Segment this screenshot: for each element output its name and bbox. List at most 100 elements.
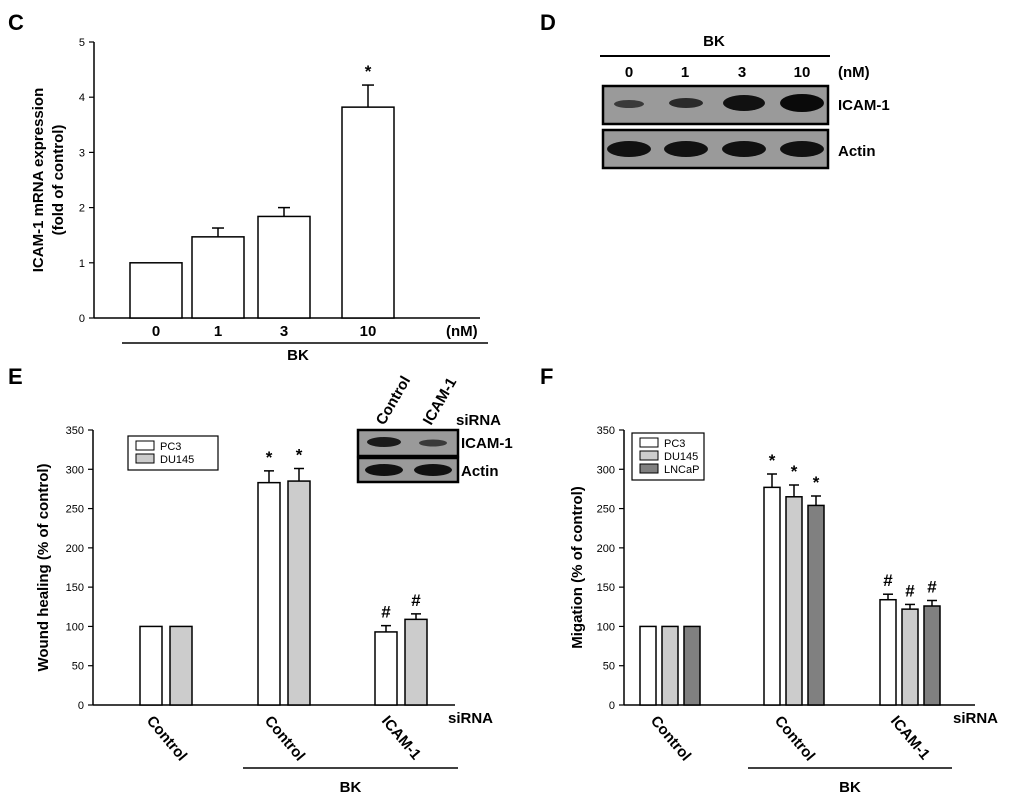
y-tick-label: 350 [66,425,84,437]
bar [257,215,311,319]
bar [683,625,701,706]
blot-d-dose-10: 10 [794,64,811,81]
y-tick-label: 50 [72,661,84,673]
x-tick-label: 10 [360,323,377,340]
y-tick-label: 4 [79,92,85,104]
treatment-label: BK [287,347,309,364]
treatment-label: BK [839,779,861,796]
y-tick-label: 100 [66,621,84,633]
bar [763,486,781,706]
blot-d-dose-3: 3 [738,64,746,81]
y-tick-label: 150 [66,582,84,594]
y-tick-label: 0 [79,313,85,325]
x-tick-label: Control [771,713,818,765]
blot-d-icam1-band [780,94,824,112]
chart-f: 0 50 100 150 200 250 300 350 Control * * * Control # #… [569,425,998,796]
y-tick-label: 5 [79,37,85,49]
y-tick-label: 150 [597,582,615,594]
bar [923,605,941,706]
bar [661,625,679,706]
blot-d-treatment-label: BK [703,33,725,50]
x-tick-label: Control [143,713,190,765]
blot-d-dose-0: 0 [625,64,633,81]
significance-marker: # [883,571,893,590]
y-tick-label: 300 [597,464,615,476]
legend-swatch [135,440,155,451]
y-tick-label: 50 [603,661,615,673]
y-tick-label: 3 [79,147,85,159]
y-axis-label: Wound healing (% of control) [35,463,52,671]
significance-marker: * [813,473,820,492]
y-axis-label-2: (fold of control) [50,125,67,236]
bar [129,262,183,319]
y-tick-label: 300 [66,464,84,476]
x-tick-label: Control [647,713,694,765]
x-unit-label: (nM) [446,323,478,340]
significance-marker: * [266,448,273,467]
significance-marker: * [365,62,372,81]
x-suffix-label: siRNA [953,710,998,727]
blot-e-row-icam1: ICAM-1 [461,435,513,452]
bar [879,598,897,706]
y-axis-label: Migation (% of control) [569,486,586,648]
legend-swatch [639,437,659,448]
x-suffix-label: siRNA [448,710,493,727]
bar [287,480,311,706]
y-tick-label: 1 [79,258,85,270]
y-tick-label: 2 [79,203,85,215]
treatment-label: BK [340,779,362,796]
x-tick-label: 0 [152,323,160,340]
bar [785,496,803,706]
legend-swatch [135,453,155,464]
bar [169,625,193,706]
y-tick-label: 200 [66,543,84,555]
blot-e-suffix: siRNA [456,412,501,429]
bar [404,618,428,706]
bar [257,481,281,706]
western-blot-d: BK 0 1 3 10 (nM) ICAM-1 Actin [600,33,890,170]
y-tick-label: 200 [597,543,615,555]
blot-e-lane-icam1: ICAM-1 [420,375,461,428]
significance-marker: * [791,462,798,481]
significance-marker: # [927,578,937,597]
blot-d-actin-band [664,141,708,157]
legend-label: DU145 [664,451,698,463]
y-tick-label: 0 [609,700,615,712]
x-tick-label: ICAM-1 [378,713,424,764]
panel-letter-d: D [540,10,556,35]
blot-d-unit: (nM) [838,64,870,81]
blot-d-icam1-band [614,100,644,108]
bar [191,236,245,319]
panel-letter-e: E [8,364,23,389]
y-tick-label: 100 [597,621,615,633]
x-tick-label: Control [261,713,308,765]
legend-swatch [639,450,659,461]
blot-e-lane-control: Control [373,373,414,428]
x-tick-label: 1 [214,323,222,340]
panel-letter-f: F [540,364,553,389]
x-tick-label: 3 [280,323,288,340]
blot-e-actin-band [414,464,452,476]
panel-letter-c: C [8,10,24,35]
legend-swatch [639,463,659,474]
y-tick-label: 0 [78,700,84,712]
chart-c: 0 1 2 3 4 5 0 1 3 10 * (nM) BK ICAM-1 mRNA expression… [30,37,488,364]
x-tick-label: ICAM-1 [887,713,933,764]
blot-e-actin-band [365,464,403,476]
bar [139,625,163,706]
significance-marker: # [905,581,915,600]
significance-marker: * [296,446,303,465]
legend-label: PC3 [664,438,685,450]
blot-d-actin-band [607,141,651,157]
blot-d-row-icam1: ICAM-1 [838,97,890,114]
significance-marker: # [381,603,391,622]
bar [374,631,398,706]
blot-e-icam1-band [367,437,401,447]
significance-marker: # [411,591,421,610]
bar [341,106,395,319]
bar [901,608,919,706]
legend-label: LNCaP [664,464,699,476]
